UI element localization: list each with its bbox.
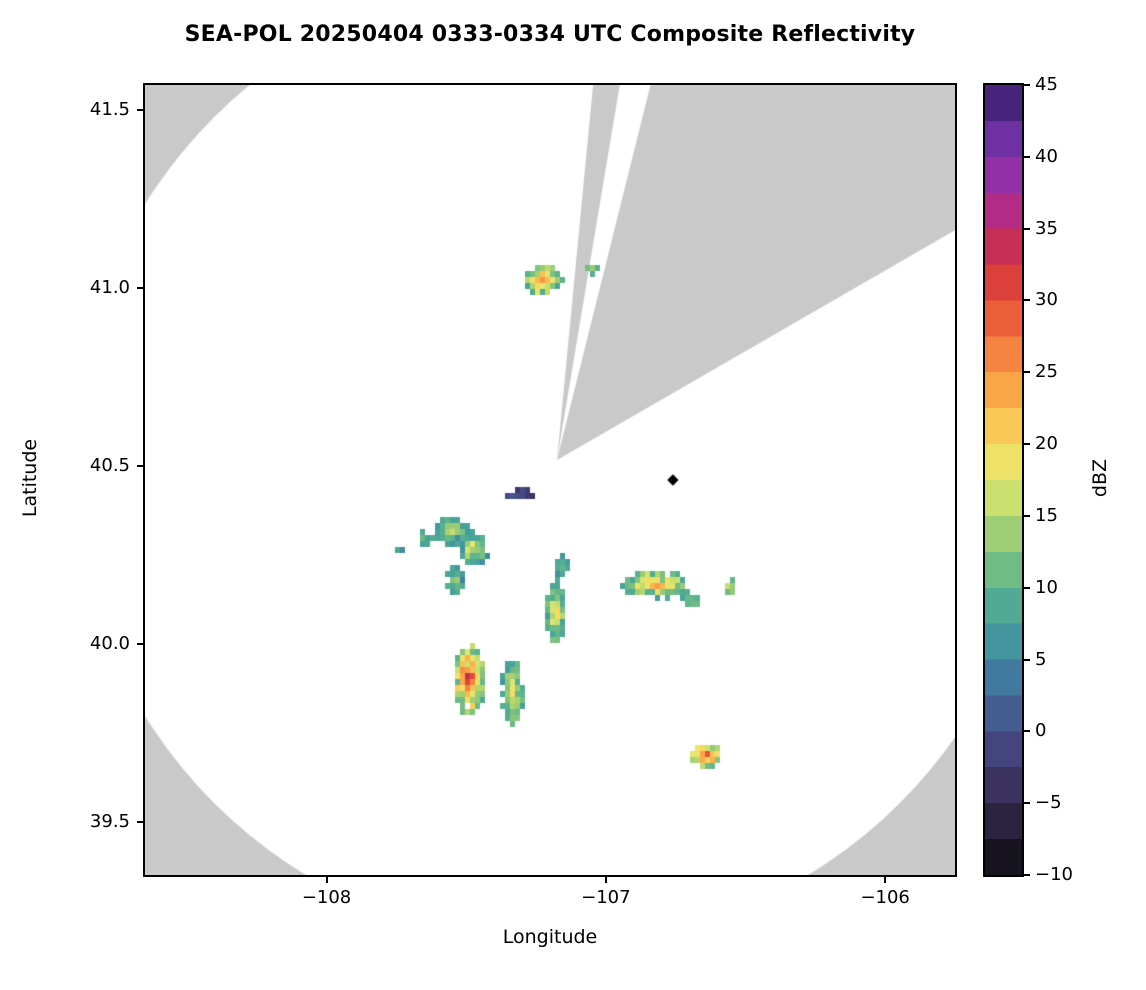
colorbar-tick-label: 10 xyxy=(1035,576,1058,598)
colorbar-tick-mark xyxy=(1024,802,1030,805)
y-tick-mark xyxy=(137,642,143,645)
y-tick-mark xyxy=(137,108,143,111)
y-tick-label: 40.0 xyxy=(89,632,130,654)
y-tick-label: 41.0 xyxy=(89,276,130,298)
radar-canvas xyxy=(145,85,955,875)
colorbar-tick-label: 40 xyxy=(1035,145,1058,167)
colorbar-tick-mark xyxy=(1024,874,1030,876)
y-tick-mark xyxy=(137,464,143,467)
x-axis-label: Longitude xyxy=(502,926,598,948)
y-tick-label: 39.5 xyxy=(89,810,130,832)
colorbar-tick-mark xyxy=(1024,443,1030,446)
colorbar-tick-mark xyxy=(1024,227,1030,230)
colorbar-tick-label: 45 xyxy=(1035,74,1058,95)
x-tick-mark xyxy=(325,877,328,883)
colorbar-tick-label: −5 xyxy=(1035,792,1062,814)
colorbar-tick-label: 15 xyxy=(1035,504,1058,526)
x-tick-mark xyxy=(604,877,607,883)
colorbar-tick-mark xyxy=(1024,84,1030,86)
colorbar-tick-label: −10 xyxy=(1035,864,1073,885)
colorbar-tick-label: 5 xyxy=(1035,648,1047,670)
x-tick-label: −107 xyxy=(581,887,631,908)
plot-area xyxy=(143,83,957,877)
colorbar-tick-mark xyxy=(1024,155,1030,158)
y-tick-mark xyxy=(137,820,143,823)
y-axis-label: Latitude xyxy=(19,438,41,518)
x-tick-mark xyxy=(884,877,887,883)
x-tick-label: −108 xyxy=(301,887,352,908)
y-tick-label: 41.5 xyxy=(89,98,130,120)
y-tick-mark xyxy=(137,286,143,289)
y-tick-label: 40.5 xyxy=(89,454,130,476)
colorbar-tick-label: 25 xyxy=(1035,361,1058,383)
colorbar-label: dBZ xyxy=(1089,458,1111,498)
colorbar-tick-mark xyxy=(1024,299,1030,302)
colorbar-tick-mark xyxy=(1024,730,1030,733)
chart-title: SEA-POL 20250404 0333-0334 UTC Composite… xyxy=(184,22,916,47)
colorbar xyxy=(983,83,1024,877)
colorbar-tick-label: 30 xyxy=(1035,289,1058,311)
colorbar-tick-label: 20 xyxy=(1035,433,1058,455)
colorbar-tick-mark xyxy=(1024,514,1030,517)
x-tick-label: −106 xyxy=(860,887,910,908)
colorbar-tick-mark xyxy=(1024,586,1030,589)
colorbar-tick-mark xyxy=(1024,371,1030,374)
colorbar-tick-mark xyxy=(1024,658,1030,661)
colorbar-tick-label: 35 xyxy=(1035,217,1058,239)
colorbar-tick-label: 0 xyxy=(1035,720,1047,742)
